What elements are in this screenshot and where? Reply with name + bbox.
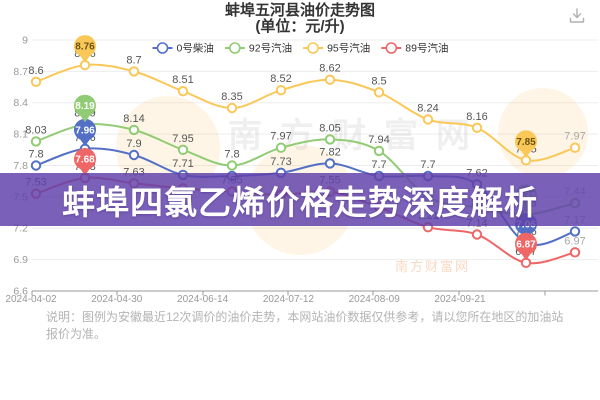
data-point-label: 7.8 (28, 149, 43, 161)
data-point (324, 134, 336, 145)
data-point-label: 8.24 (417, 103, 438, 115)
data-point-label: 7.97 (564, 131, 585, 143)
data-point (275, 85, 287, 96)
svg-text:89号汽油: 89号汽油 (405, 42, 448, 55)
data-point (373, 145, 385, 157)
svg-text:95号汽油: 95号汽油 (327, 42, 370, 55)
chart-title: 蚌埠五河县油价走势图 (单位：元/升) (0, 3, 600, 35)
data-point-label: 7.7 (371, 159, 386, 171)
download-icon[interactable] (566, 6, 588, 28)
data-point-label: 8.35 (221, 91, 242, 103)
data-point (569, 247, 581, 258)
data-point (471, 122, 483, 134)
watermark-text: 南 (228, 117, 262, 155)
svg-text:8.76: 8.76 (75, 42, 95, 53)
svg-text:7.68: 7.68 (75, 155, 95, 166)
data-point (226, 102, 238, 114)
data-point-label: 8.7 (126, 54, 141, 66)
data-point (324, 74, 336, 85)
svg-text:92号汽油: 92号汽油 (249, 42, 292, 55)
data-point-label: 7.73 (270, 156, 291, 168)
legend-item-95号汽油[interactable]: 95号汽油 (303, 42, 370, 55)
legend-item-0号柴油[interactable]: 0号柴油 (152, 42, 214, 55)
data-point (177, 86, 189, 97)
data-point (128, 124, 140, 136)
data-point (30, 136, 42, 147)
watermark-text-orange: 南方财富网 (395, 259, 470, 274)
y-axis-label: 8.1 (13, 129, 28, 141)
svg-text:8.19: 8.19 (75, 101, 95, 112)
data-point-label: 8.16 (466, 111, 487, 123)
data-point-label: 8.14 (123, 113, 144, 125)
data-point-label: 7.7 (420, 159, 435, 171)
svg-text:6.87: 6.87 (516, 239, 536, 250)
data-point (324, 158, 336, 169)
x-axis-label: 2024-06-14 (177, 294, 229, 305)
data-point-label: 7.71 (172, 158, 193, 170)
y-axis-label: 9 (22, 35, 28, 47)
legend-item-92号汽油[interactable]: 92号汽油 (224, 42, 292, 55)
promo-banner-title: 蚌埠四氯乙烯价格走势深度解析 (62, 183, 538, 221)
x-axis-label: 2024-04-02 (5, 294, 57, 305)
data-point (471, 229, 483, 240)
legend-item-89号汽油[interactable]: 89号汽油 (381, 42, 448, 55)
data-point-label: 8.6 (28, 65, 43, 77)
data-point (373, 87, 385, 98)
chart-title-unit: (单位：元/升) (255, 18, 345, 35)
data-point-label: 8.5 (371, 75, 386, 87)
extreme-pin-0号柴油: 7.96 (74, 118, 96, 147)
data-point-label: 8.03 (25, 124, 46, 136)
data-point-label: 7.97 (270, 131, 291, 143)
data-point (30, 76, 42, 88)
data-point-label: 7.95 (172, 133, 193, 145)
data-point-label: 7.94 (368, 134, 389, 146)
data-point (128, 149, 140, 161)
svg-text:0号柴油: 0号柴油 (177, 42, 214, 55)
x-axis-label: 2024-04-30 (91, 294, 143, 305)
data-point (275, 142, 287, 153)
watermark-text: 财 (332, 117, 366, 155)
y-axis-label: 8.7 (13, 66, 28, 78)
extreme-pin-89号汽油: 6.87 (515, 232, 537, 261)
extreme-pin-89号汽油: 7.68 (74, 148, 96, 176)
data-point-label: 8.05 (319, 122, 340, 134)
extreme-pin-95号汽油: 7.85 (515, 130, 537, 158)
data-point-label: 6.97 (564, 235, 585, 247)
x-axis-label: 2024-08-09 (349, 294, 401, 305)
svg-text:7.85: 7.85 (516, 137, 536, 148)
data-point-label: 7.9 (126, 138, 141, 150)
chart-title-line1: 蚌埠五河县油价走势图 (224, 2, 375, 19)
data-point-label: 8.62 (319, 63, 340, 75)
data-point (422, 114, 434, 125)
data-point-label: 8.52 (270, 73, 291, 85)
promo-banner-overlay: 蚌埠四氯乙烯价格走势深度解析 (0, 173, 600, 226)
x-axis-label: 2024-09-21 (434, 294, 486, 305)
y-axis-label: 6.9 (13, 254, 28, 266)
data-point (30, 160, 42, 171)
x-axis-label: 2024-07-12 (263, 294, 315, 305)
svg-text:7.96: 7.96 (75, 125, 95, 136)
data-point (569, 226, 581, 237)
extreme-pin-95号汽油: 8.76 (74, 35, 96, 63)
y-axis-label: 7.8 (13, 160, 28, 172)
watermark-text: 富 (384, 116, 418, 155)
data-point-label: 7.8 (224, 149, 239, 161)
data-point (569, 142, 581, 153)
extreme-pin-92号汽油: 8.19 (74, 94, 96, 123)
y-axis-label: 6.6 (13, 285, 28, 297)
data-point-label: 8.51 (172, 74, 193, 86)
data-point-label: 7.82 (319, 146, 340, 158)
data-point (128, 66, 140, 77)
data-point (177, 144, 189, 156)
data-point (226, 160, 238, 171)
watermark-circle (498, 88, 588, 178)
disclaimer-note: 说明：图例为安徽最近12次调价的油价走势，本网站油价数据仅供参考，请以您所在地区… (46, 310, 564, 341)
y-axis-label: 8.4 (13, 97, 28, 109)
